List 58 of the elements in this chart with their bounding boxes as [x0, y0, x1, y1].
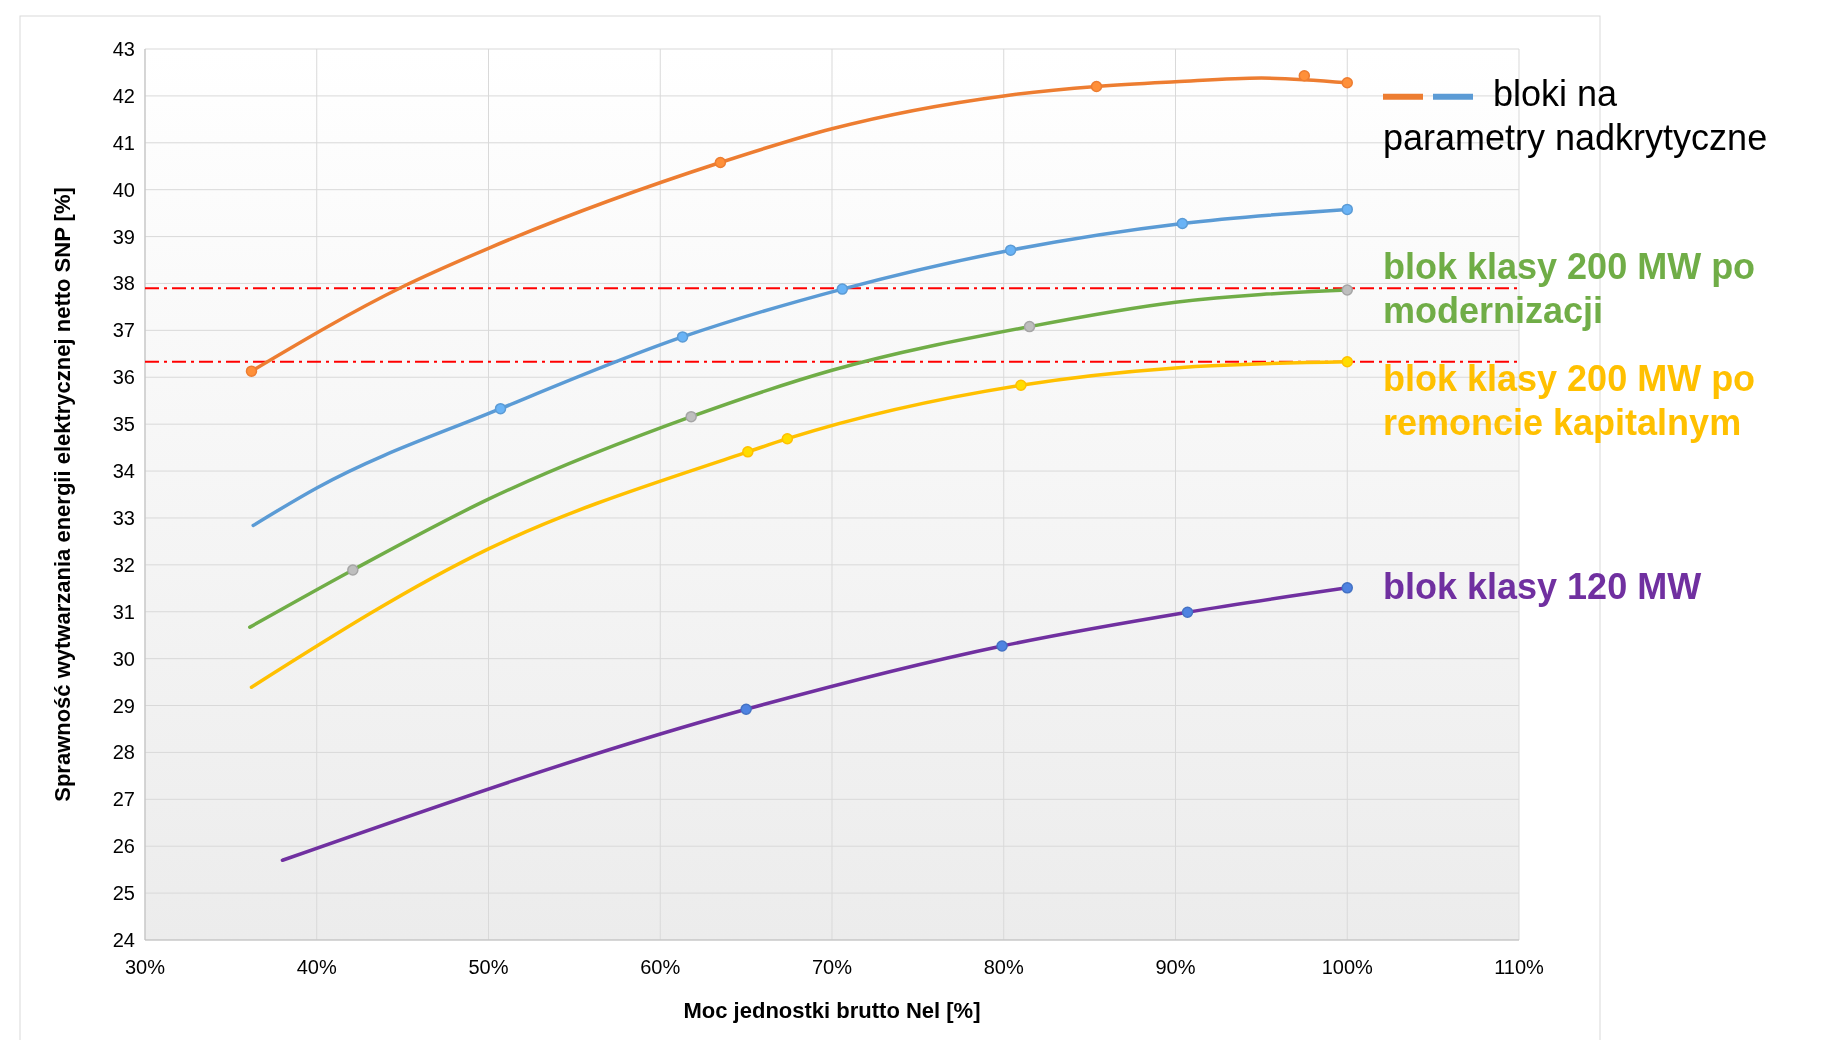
point [742, 446, 754, 458]
point [996, 640, 1008, 652]
y-tick-label: 27 [112, 788, 135, 811]
y-tick-label: 24 [112, 929, 135, 951]
series-label: blok klasy 200 MW po modernizacji [1383, 246, 1756, 332]
point [714, 156, 727, 169]
x-tick-label: 110% [1494, 956, 1545, 978]
series-label: blok klasy 120 MW [1383, 565, 1702, 607]
point [836, 283, 849, 295]
y-tick-label: 33 [112, 506, 135, 529]
point [676, 331, 689, 343]
x-tick-label: 40% [296, 956, 337, 978]
point [1015, 379, 1027, 391]
y-tick-label: 32 [112, 553, 135, 576]
x-tick-label: 50% [468, 956, 509, 978]
point [781, 432, 794, 445]
y-tick-label: 31 [112, 600, 135, 623]
y-tick-label: 35 [112, 413, 135, 436]
series-label: bloki na parametry nadkrytyczne [1383, 72, 1768, 158]
x-tick-label: 30% [124, 956, 166, 978]
y-tick-label: 38 [112, 272, 135, 295]
point [1298, 69, 1311, 82]
x-tick-label: 60% [640, 956, 681, 978]
point [347, 564, 359, 576]
x-tick-label: 100% [1321, 956, 1374, 978]
point [1341, 356, 1353, 368]
series-label: blok klasy 200 MW po remoncie kapitalnym [1383, 358, 1756, 444]
point [1341, 582, 1353, 594]
point [1004, 244, 1017, 256]
point [1023, 320, 1036, 333]
y-tick-label: 34 [112, 460, 135, 483]
y-tick-label: 42 [112, 84, 135, 107]
point [1090, 80, 1103, 93]
y-tick-label: 40 [112, 178, 135, 201]
y-tick-label: 29 [112, 694, 135, 717]
point [1181, 606, 1194, 618]
y-tick-label: 30 [112, 647, 135, 670]
y-tick-label: 28 [112, 741, 135, 764]
point [1341, 284, 1353, 296]
x-tick-label: 70% [811, 956, 853, 978]
y-tick-label: 36 [112, 366, 135, 389]
point [245, 365, 258, 377]
point [740, 703, 752, 716]
point [685, 410, 697, 423]
y-tick-label: 25 [112, 882, 135, 905]
y-tick-label: 37 [112, 319, 135, 342]
y-tick-label: 43 [112, 38, 135, 60]
x-tick-label: 80% [983, 956, 1024, 978]
x-axis-title: Moc jednostki brutto Nel [%] [683, 998, 981, 1023]
point [1341, 203, 1353, 216]
y-tick-label: 26 [112, 835, 135, 858]
x-tick-label: 90% [1155, 956, 1196, 978]
point [1176, 217, 1189, 230]
point [494, 402, 507, 415]
y-tick-label: 39 [112, 225, 135, 248]
y-axis-title: Sprawność wytwarzania energii elektrycznej netto SNP [%] [50, 187, 75, 802]
point [1341, 77, 1353, 89]
y-tick-label: 41 [112, 131, 135, 154]
